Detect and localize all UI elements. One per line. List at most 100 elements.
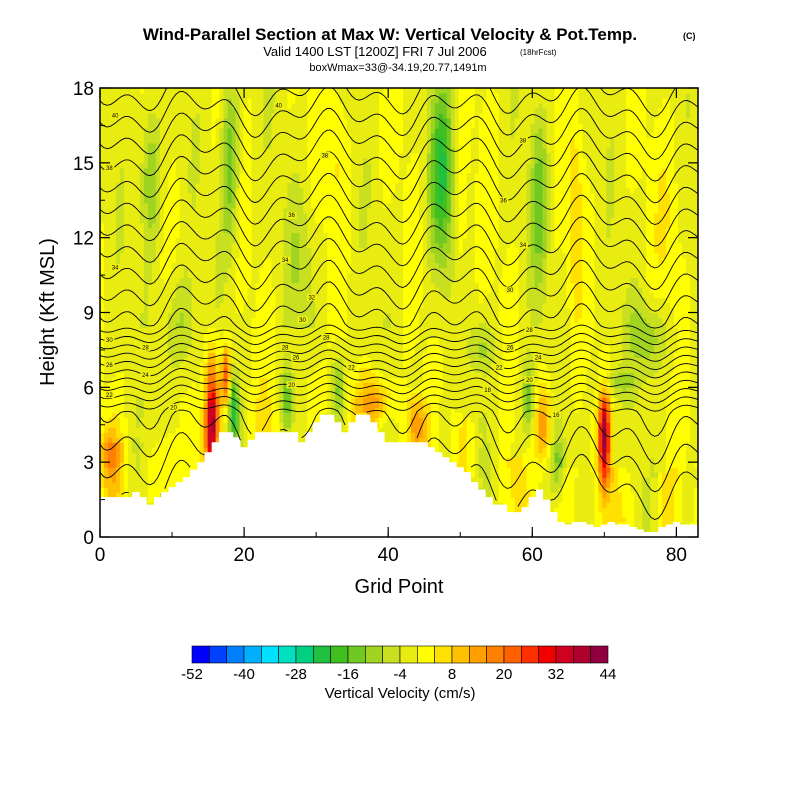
field-cell [259, 167, 265, 174]
field-cell [287, 277, 292, 284]
field-cell [115, 462, 121, 468]
field-cell [235, 232, 241, 239]
field-cell [219, 112, 225, 119]
field-cell [175, 167, 181, 174]
field-cell [271, 88, 277, 94]
field-cell [207, 162, 213, 169]
field-cell [251, 157, 257, 164]
field-cell [211, 437, 217, 443]
field-cell [163, 437, 169, 443]
field-cell [259, 292, 265, 299]
field-cell [183, 122, 189, 129]
field-cell [103, 152, 109, 159]
field-cell [195, 142, 201, 149]
field-cell [127, 382, 133, 388]
field-cell [131, 197, 137, 204]
field-cell [135, 112, 141, 119]
field-cell [187, 307, 193, 314]
field-cell [291, 252, 296, 259]
field-cell [127, 372, 133, 378]
field-cell [167, 162, 173, 169]
field-cell [227, 237, 233, 244]
field-cell [271, 407, 277, 413]
field-cell [123, 437, 129, 443]
field-cell [311, 197, 316, 204]
field-cell [211, 147, 217, 154]
field-cell [191, 407, 197, 413]
field-cell [263, 347, 269, 354]
field-cell [199, 107, 205, 114]
field-cell [131, 237, 137, 244]
field-cell [119, 477, 125, 483]
field-cell [191, 312, 197, 319]
field-cell [155, 152, 161, 159]
field-cell [167, 172, 173, 179]
field-cell [291, 232, 296, 239]
field-cell [271, 217, 277, 224]
field-cell [287, 402, 292, 408]
field-cell [183, 117, 189, 124]
field-cell [271, 117, 277, 124]
field-cell [215, 88, 221, 94]
field-cell [231, 267, 237, 274]
field-cell [147, 257, 153, 264]
field-cell [219, 222, 225, 229]
field-cell [303, 92, 308, 99]
field-cell [131, 367, 137, 373]
field-cell [291, 202, 296, 209]
field-cell [107, 332, 113, 339]
field-cell [135, 467, 141, 473]
field-cell [107, 382, 113, 388]
field-cell [271, 352, 277, 358]
field-cell [247, 177, 253, 184]
field-cell [207, 302, 213, 309]
field-cell [179, 92, 185, 99]
field-cell [115, 392, 121, 398]
field-cell [243, 412, 249, 418]
field-cell [199, 252, 205, 259]
field-cell [147, 432, 153, 438]
field-cell [147, 252, 153, 259]
field-cell [259, 207, 265, 214]
field-cell [279, 317, 284, 324]
field-cell [243, 437, 249, 443]
field-cell [231, 192, 237, 199]
field-cell [159, 242, 165, 249]
field-cell [175, 342, 181, 349]
field-cell [163, 212, 169, 219]
field-cell [287, 427, 292, 433]
field-cell [175, 322, 181, 329]
field-cell [151, 252, 157, 259]
field-cell [183, 457, 189, 463]
field-cell [207, 97, 213, 104]
field-cell [311, 177, 316, 184]
field-cell [155, 442, 161, 448]
field-cell [311, 267, 316, 274]
field-cell [151, 407, 157, 413]
field-cell [187, 88, 193, 94]
field-cell [207, 247, 213, 254]
field-cell [195, 277, 201, 284]
field-cell [215, 132, 221, 139]
field-cell [115, 222, 121, 229]
field-cell [119, 222, 125, 229]
field-cell [259, 317, 265, 324]
field-cell [283, 152, 288, 159]
field-cell [211, 187, 217, 194]
field-cell [267, 92, 273, 99]
field-cell [159, 397, 165, 403]
field-cell [291, 402, 296, 408]
field-cell [163, 352, 169, 358]
field-cell [167, 132, 173, 139]
field-cell [135, 362, 141, 368]
field-cell [231, 367, 237, 373]
field-cell [111, 407, 117, 413]
field-cell [131, 112, 137, 119]
field-cell [251, 182, 257, 189]
field-cell [115, 297, 121, 304]
field-cell [235, 88, 241, 94]
field-cell [207, 322, 213, 329]
field-cell [187, 372, 193, 378]
field-cell [303, 252, 308, 259]
